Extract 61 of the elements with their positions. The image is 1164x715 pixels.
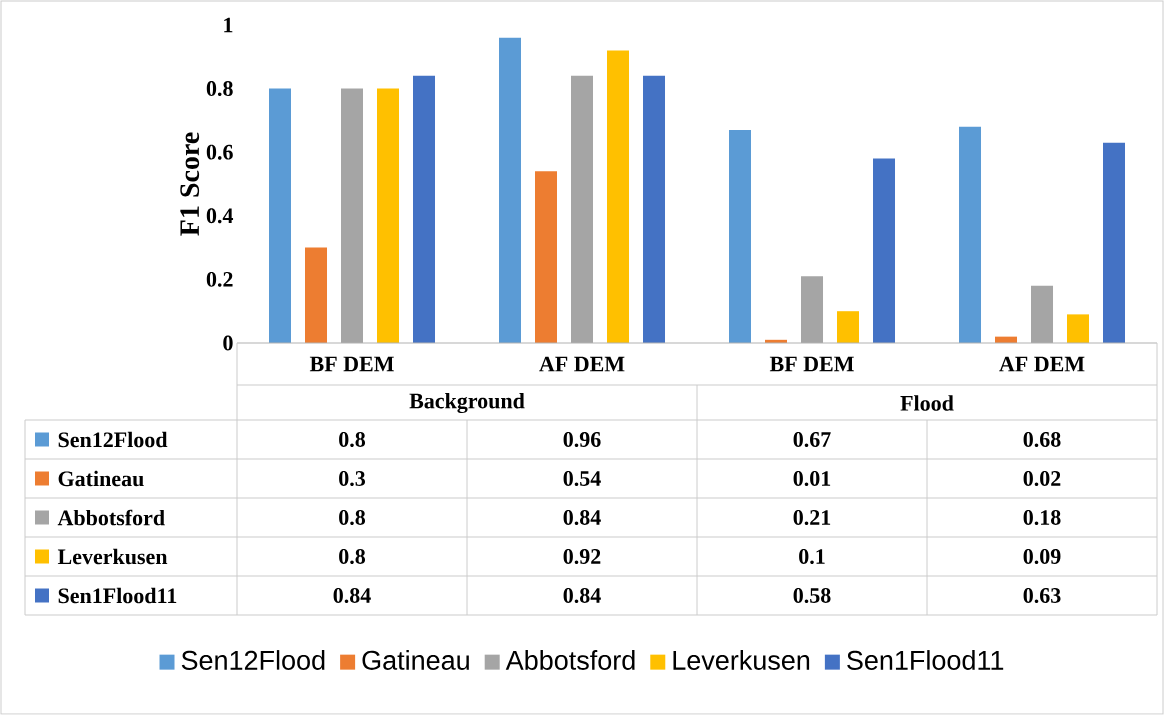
bar	[1067, 314, 1090, 343]
legend-label: Sen1Flood11	[847, 650, 1004, 670]
data-label: 0.1	[799, 549, 825, 564]
bar	[571, 75, 594, 343]
x-tick-label: BF DEM	[309, 356, 394, 372]
legend-label: Leverkusen	[57, 548, 168, 565]
data-label: 0.3	[339, 471, 366, 486]
legend-label: Abbotsford	[57, 509, 165, 526]
bar	[873, 158, 896, 343]
bar	[305, 247, 327, 343]
data-label: 0.18	[1023, 510, 1061, 525]
y-tick-label: 0.8	[206, 81, 233, 97]
y-tick-label: 0.6	[206, 144, 233, 160]
bar	[535, 171, 557, 343]
data-label: 0.84	[563, 510, 601, 525]
data-label: 0.01	[793, 471, 831, 486]
text: Flood	[900, 395, 954, 411]
y-tick-label: 0	[223, 335, 233, 351]
bar	[801, 276, 824, 343]
data-label: 0.63	[1023, 588, 1061, 603]
text: Sen12Flood	[181, 650, 325, 670]
bar	[269, 88, 291, 343]
data-label: 0.8	[339, 432, 366, 447]
bar	[1103, 142, 1126, 343]
x-tick-label: BF DEM	[769, 356, 854, 372]
y-tick-label: 1	[224, 17, 233, 33]
data-label: 0.84	[563, 588, 601, 603]
y-tick-label: 0.4	[206, 208, 234, 224]
data-label: 0.92	[563, 549, 601, 564]
bar	[729, 129, 752, 343]
bar	[499, 37, 522, 343]
text: Leverkusen	[673, 650, 810, 670]
bar	[959, 126, 982, 343]
bar	[837, 311, 860, 343]
data-label: 0.21	[793, 510, 831, 525]
bar	[1031, 285, 1054, 343]
data-label: 0.58	[793, 588, 831, 603]
data-label: 0.96	[563, 432, 601, 447]
y-tick-label: 0.2	[206, 271, 233, 287]
bar	[377, 88, 399, 343]
data-label: 0.54	[563, 471, 601, 486]
bar	[413, 75, 435, 343]
legend-label: Gatineau	[58, 470, 144, 487]
text: Abbotsford	[505, 650, 635, 670]
text: Gatineau	[362, 650, 469, 670]
bar	[341, 88, 364, 343]
text: Background	[409, 392, 525, 414]
data-label: 0.67	[793, 432, 831, 447]
data-label: 0.09	[1023, 549, 1061, 564]
data-label: 0.8	[339, 510, 366, 525]
bar	[607, 50, 630, 343]
y-axis-title: F1 Score	[180, 132, 200, 236]
x-tick-label: AF DEM	[999, 356, 1085, 372]
data-label: 0.84	[333, 588, 371, 603]
legend-label: Sen12Flood	[58, 431, 168, 448]
data-label: 0.68	[1023, 432, 1061, 447]
x-tick-label: AF DEM	[539, 356, 625, 372]
text: Sen1Flood11	[58, 587, 177, 604]
data-label: 0.02	[1023, 471, 1061, 486]
data-label: 0.8	[339, 549, 366, 564]
bar	[643, 75, 666, 343]
